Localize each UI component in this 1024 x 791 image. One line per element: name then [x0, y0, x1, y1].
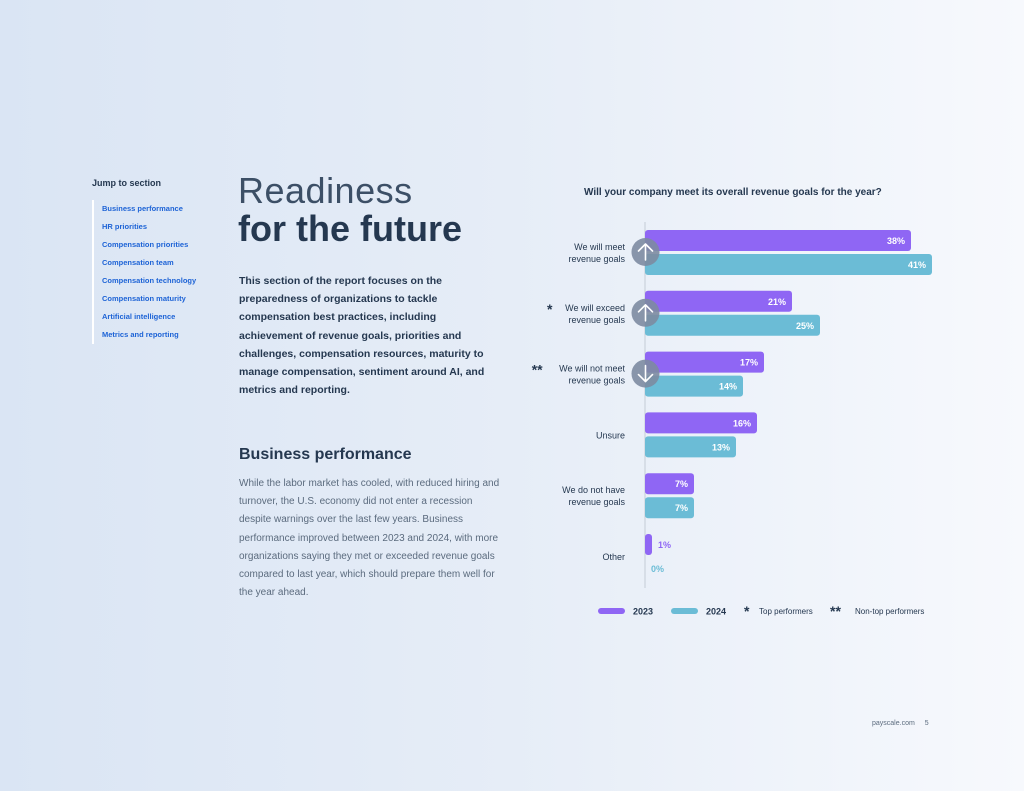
legend-swatch-2024	[671, 608, 698, 614]
nav-item-compensation-maturity[interactable]: Compensation maturity	[102, 294, 186, 303]
category-label: revenue goals	[568, 376, 625, 386]
section-body: While the labor market has cooled, with …	[239, 478, 500, 599]
nav-item-artificial-intelligence[interactable]: Artificial intelligence	[102, 312, 176, 321]
bar-2024	[645, 497, 694, 519]
data-label: 41%	[908, 260, 926, 270]
page-title-light: Readiness	[238, 170, 413, 211]
bar-2024	[645, 436, 736, 458]
category-label: Unsure	[596, 430, 625, 440]
bar-2023	[645, 230, 911, 251]
data-label: 14%	[719, 382, 737, 392]
data-label: 21%	[768, 297, 786, 307]
nav-title: Jump to section	[92, 178, 162, 188]
nav-item-business-performance[interactable]: Business performance	[102, 204, 183, 213]
bar-2023	[645, 351, 764, 373]
data-label: 25%	[796, 321, 814, 331]
arrow-down-icon-glyph	[637, 364, 654, 383]
arrow-up-icon-glyph	[637, 243, 654, 261]
intro-paragraph: This section of the report focuses on th…	[239, 275, 485, 397]
category-label: We do not have	[562, 485, 625, 495]
category-label: We will not meet	[559, 364, 625, 374]
nav-item-compensation-team[interactable]: Compensation team	[102, 258, 174, 267]
page-number: 5	[924, 720, 929, 727]
chart-title: Will your company meet its overall reven…	[584, 187, 882, 198]
revenue-goals-chart: We will meet revenue goals 38% 41% We will e…	[532, 222, 932, 619]
bar-2024	[645, 254, 932, 275]
page-title-bold: for the future	[238, 208, 462, 249]
legend-label: 2023	[633, 607, 653, 617]
legend-label: 2024	[706, 607, 726, 617]
category-label: We will exceed	[565, 303, 625, 313]
category-label: revenue goals	[568, 497, 625, 507]
legend-footnote-label: Top performers	[759, 607, 813, 616]
footer-site[interactable]: payscale.com	[872, 720, 915, 727]
data-label: 7%	[675, 479, 688, 489]
bar-2023	[645, 534, 652, 555]
bar-2023	[645, 290, 792, 312]
category-label: revenue goals	[568, 254, 625, 264]
nav-list: Business performance HR priorities Compe…	[92, 200, 196, 344]
data-label: 16%	[733, 418, 751, 428]
category-label: revenue goals	[568, 315, 625, 325]
category-footnote-mark: **	[532, 362, 543, 378]
category-label: Other	[602, 552, 625, 562]
footer: payscale.com 5	[872, 720, 929, 727]
data-label: 17%	[740, 358, 758, 368]
bar-2024	[645, 375, 743, 397]
category-footnote-mark: *	[547, 301, 553, 317]
category-label: We will meet	[574, 242, 625, 252]
data-label: 1%	[658, 540, 671, 550]
legend-footnote-label: Non-top performers	[855, 607, 924, 616]
jump-to-section-nav: Jump to section Business performance HR …	[92, 178, 196, 344]
bar-2023	[645, 473, 694, 495]
bar-2023	[645, 412, 757, 434]
nav-item-compensation-priorities[interactable]: Compensation priorities	[102, 240, 189, 249]
nav-item-metrics-and-reporting[interactable]: Metrics and reporting	[102, 330, 179, 339]
arrow-up-icon-glyph	[637, 304, 654, 322]
nav-item-compensation-technology[interactable]: Compensation technology	[102, 276, 197, 285]
data-label: 13%	[712, 442, 730, 452]
section-heading: Business performance	[239, 446, 412, 463]
legend-footnote-mark: *	[744, 603, 750, 619]
nav-item-hr-priorities[interactable]: HR priorities	[102, 222, 148, 231]
data-label: 38%	[887, 236, 905, 246]
legend-footnote-mark: **	[830, 603, 841, 619]
bar-2024	[645, 314, 820, 336]
data-label: 0%	[651, 564, 664, 574]
data-label: 7%	[675, 503, 688, 513]
legend-swatch-2023	[598, 608, 625, 614]
